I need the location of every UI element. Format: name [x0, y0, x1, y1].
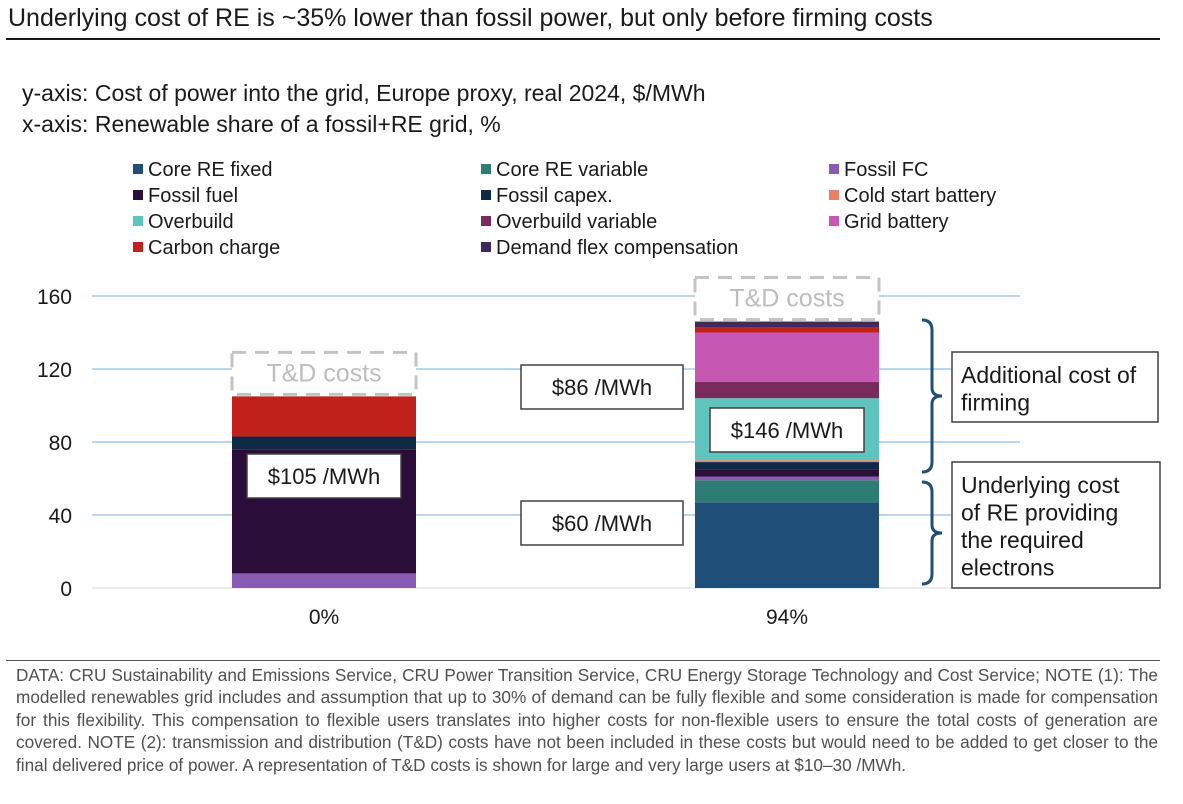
bar-segment [695, 321, 879, 328]
legend-label: Overbuild [148, 211, 234, 233]
firming-brace [921, 318, 943, 474]
legend-label: Cold start battery [844, 185, 996, 207]
legend-swatch [481, 216, 491, 226]
underlying-re-label-line: the required [961, 527, 1084, 553]
td-costs-box [230, 350, 418, 396]
total-label-94pct: $146 /MWh [731, 418, 844, 443]
underlying-brace [921, 480, 943, 586]
bar-segment [695, 462, 879, 470]
y-tick-label: 80 [49, 432, 72, 455]
x-tick-label: 0% [309, 606, 339, 629]
underlying-re-label-line: of RE providing [961, 500, 1118, 526]
legend-swatch [829, 190, 839, 200]
footnote-divider [6, 660, 1160, 661]
additional-firming-label-line: firming [961, 390, 1030, 416]
bar-segment [695, 502, 879, 588]
legend-label: Grid battery [844, 211, 948, 233]
legend-swatch [829, 164, 839, 174]
y-tick-label: 0 [60, 578, 72, 601]
y-tick-label: 160 [37, 286, 72, 309]
bar-segment [695, 469, 879, 477]
legend-swatch [133, 164, 143, 174]
additional-firming-label-line: Additional cost of [961, 362, 1137, 388]
underlying-re-label-line: electrons [961, 555, 1054, 581]
bar-segment [232, 436, 416, 450]
bar-segment [695, 476, 879, 481]
total-label-0pct-box [246, 453, 402, 499]
firming-cost-label: $86 /MWh [552, 375, 652, 400]
x-tick-label: 94% [766, 606, 808, 629]
additional-firming-label-box [951, 351, 1159, 423]
legend-label: Core RE variable [496, 159, 648, 181]
bar-segment [695, 327, 879, 333]
legend-swatch [481, 242, 491, 252]
total-label-94pct-box [709, 407, 865, 453]
stacked-bar-chart: Core RE fixed Fossil fuel Overbuild Carbon … [37, 159, 1161, 629]
firming-cost-label-box [520, 364, 684, 410]
legend-label: Fossil FC [844, 159, 928, 181]
legend-swatch [481, 164, 491, 174]
title-divider [6, 38, 1160, 40]
td-costs-label: T&D costs [729, 285, 844, 313]
legend-swatch [133, 216, 143, 226]
bar-segment [695, 332, 879, 382]
footnote: DATA: CRU Sustainability and Emissions S… [16, 665, 1158, 775]
re-underlying-cost-label: $60 /MWh [552, 511, 652, 536]
legend-swatch [481, 190, 491, 200]
y-tick-label: 120 [37, 359, 72, 382]
underlying-re-label-box [951, 461, 1161, 589]
y-axis-description: y-axis: Cost of power into the grid, Eur… [22, 80, 706, 106]
td-costs-label: T&D costs [266, 359, 381, 387]
legend-label: Fossil capex. [496, 185, 613, 207]
bar-segment [695, 480, 879, 503]
td-costs-box [693, 276, 881, 322]
legend-label: Carbon charge [148, 237, 280, 259]
bar-segment [232, 573, 416, 588]
bar-segment [695, 381, 879, 399]
underlying-re-label-line: Underlying cost [961, 472, 1120, 498]
re-underlying-cost-label-box [520, 500, 684, 546]
legend-swatch [829, 216, 839, 226]
legend-label: Core RE fixed [148, 159, 273, 181]
legend-swatch [133, 242, 143, 252]
bar-segment [232, 396, 416, 437]
page-title: Underlying cost of RE is ~35% lower than… [8, 4, 933, 32]
bar-segment [695, 460, 879, 463]
legend-label: Fossil fuel [148, 185, 238, 207]
legend-swatch [133, 190, 143, 200]
y-tick-label: 40 [49, 505, 72, 528]
legend-label: Overbuild variable [496, 211, 657, 233]
legend-label: Demand flex compensation [496, 237, 738, 259]
x-axis-description: x-axis: Renewable share of a fossil+RE g… [22, 111, 501, 137]
total-label-0pct: $105 /MWh [268, 464, 381, 489]
